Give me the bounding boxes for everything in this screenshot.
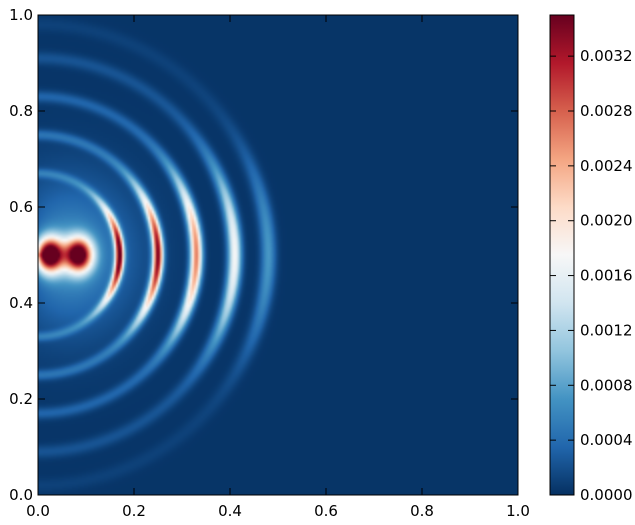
colorbar: 0.0000 0.0004 0.0008 0.0012 0.0016 0.0020 0.00… (549, 14, 633, 504)
y-axis: 0.0 0.2 0.4 0.6 0.8 1.0 (9, 6, 518, 504)
heatmap-image (38, 15, 518, 495)
y-tick-label: 0.8 (9, 102, 33, 120)
heatmap-plot (37, 14, 519, 496)
colorbar-tick-label: 0.0024 (580, 157, 633, 175)
colorbar-tick-label: 0.0016 (580, 267, 633, 285)
y-tick-label: 0.4 (9, 294, 33, 312)
y-tick-label: 0.6 (9, 198, 33, 216)
colorbar-tick-label: 0.0032 (580, 47, 633, 65)
colorbar-tick-label: 0.0012 (580, 321, 633, 339)
x-tick-label: 0.6 (314, 502, 338, 520)
colorbar-tick-label: 0.0028 (580, 102, 633, 120)
y-tick-label: 1.0 (9, 6, 33, 24)
plot-frame (37, 14, 519, 496)
x-tick-label: 0.2 (122, 502, 146, 520)
x-tick-label: 0.8 (410, 502, 434, 520)
colorbar-tick-label: 0.0000 (580, 486, 633, 504)
colorbar-tick-label: 0.0008 (580, 376, 633, 394)
x-tick-label: 0.4 (218, 502, 242, 520)
x-axis: 0.0 0.2 0.4 0.6 0.8 1.0 (26, 15, 530, 520)
y-tick-label: 0.0 (9, 486, 33, 504)
y-tick-label: 0.2 (9, 390, 33, 408)
colorbar-tick-label: 0.0020 (580, 212, 633, 230)
colorbar-gradient (549, 14, 575, 496)
x-tick-label: 0.0 (26, 502, 50, 520)
x-tick-label: 1.0 (506, 502, 530, 520)
colorbar-tick-label: 0.0004 (580, 431, 633, 449)
colorbar-ticks: 0.0000 0.0004 0.0008 0.0012 0.0016 0.0020 0.00… (550, 47, 633, 504)
